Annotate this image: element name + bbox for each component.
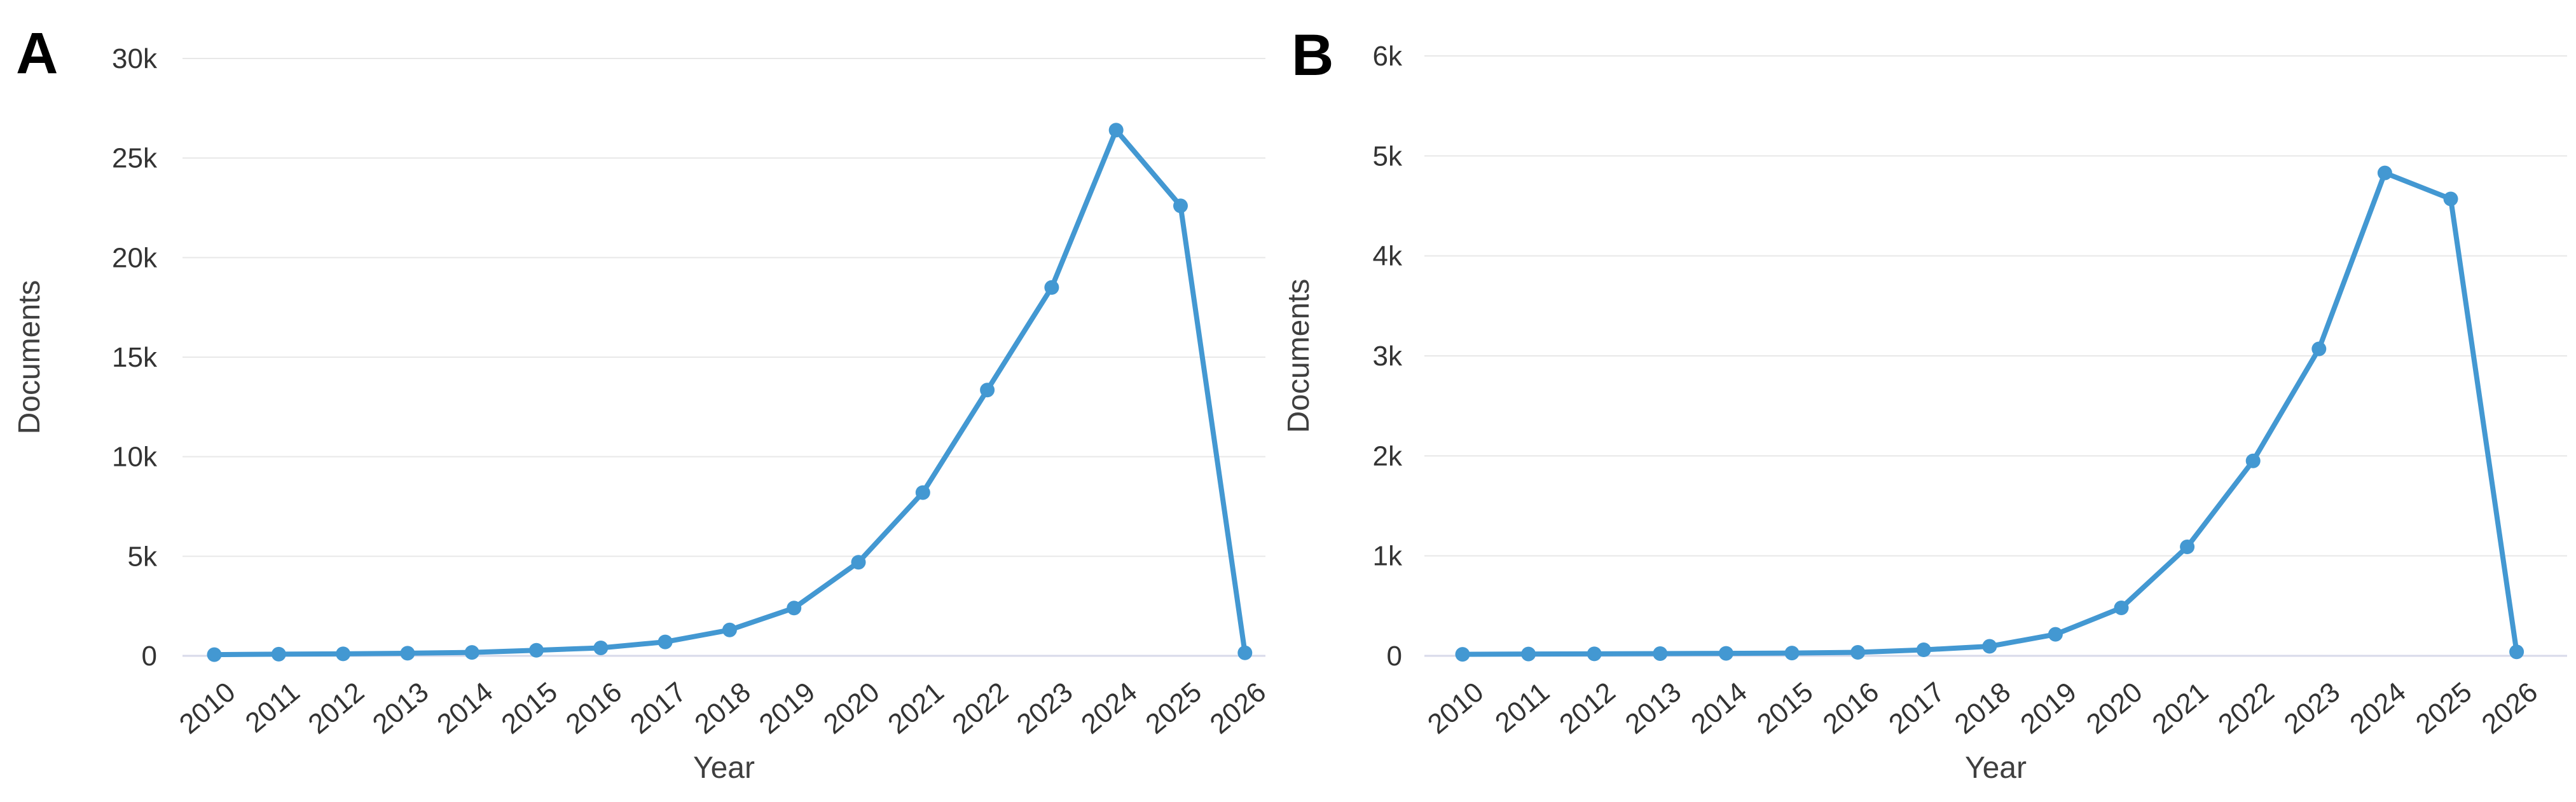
panel-a-letter: A [16,21,58,86]
x-tick-label: 2021 [2147,676,2214,740]
data-point-2014 [1718,646,1733,661]
panel-b: B 0 1k 2k 3k 4k 5k 6k 2010 2011 2012 2013 2014 2015 2… [1288,0,2576,802]
y-tick-label: 0 [142,641,157,672]
x-tick-label: 2014 [1685,676,1753,740]
x-tick-label: 2020 [818,676,885,740]
x-tick-label: 2018 [1949,676,2016,740]
data-point-2022 [980,383,995,398]
y-tick-label: 4k [1373,241,1403,272]
y-tick-label: 3k [1373,341,1403,372]
x-tick-label: 2021 [882,676,949,740]
data-point-2025 [2443,191,2458,207]
data-point-2016 [593,640,609,655]
x-tick-label: 2013 [367,676,434,740]
x-tick-label: 2022 [2212,676,2280,740]
data-point-2010 [207,647,222,662]
data-point-2010 [1455,647,1470,662]
panel-a-plot-area: 05k10k15k20k25k30k2010201120122013201420… [13,43,1272,785]
data-point-2012 [1587,646,1602,662]
trend-line [1460,170,2519,657]
y-tick-label: 15k [112,342,158,373]
x-tick-label: 2025 [1140,676,1207,740]
x-tick-label: 2024 [1075,676,1143,740]
data-point-2021 [2180,540,2195,555]
data-point-2026 [2509,644,2524,660]
data-point-2024 [1108,123,1124,138]
x-tick-label: 2023 [2278,676,2346,740]
x-tick-label: 2015 [1751,676,1819,740]
x-tick-label: 2023 [1011,676,1078,740]
y-tick-label: 2k [1373,440,1403,472]
y-axis-title: Documents [1288,279,1316,433]
data-point-2024 [2377,165,2392,180]
x-tick-label: 2015 [495,676,563,740]
data-point-2019 [787,601,802,616]
data-point-2011 [271,646,286,662]
x-axis-title: Year [1965,751,2027,785]
x-tick-label: 2010 [1422,676,1489,740]
x-tick-label: 2013 [1620,676,1687,740]
data-point-2023 [1044,280,1059,295]
x-tick-label: 2026 [1204,676,1272,740]
y-tick-label: 25k [112,143,158,174]
data-point-2013 [400,646,415,661]
x-tick-label: 2019 [2015,676,2082,740]
data-point-2021 [915,485,930,500]
data-point-2017 [1916,642,1931,658]
x-tick-label: 2018 [689,676,756,740]
data-point-2026 [1237,645,1253,660]
data-point-2020 [851,555,866,570]
data-point-2017 [658,634,673,649]
x-tick-label: 2017 [624,676,692,740]
y-tick-label: 30k [112,43,158,74]
trend-line [212,127,1248,658]
data-point-2011 [1521,646,1536,662]
y-tick-label: 20k [112,242,158,273]
data-point-2016 [1850,644,1866,660]
x-tick-label: 2016 [1817,676,1885,740]
y-axis-title: Documents [13,280,46,435]
panel-b-letter: B [1291,23,1333,88]
data-point-2019 [2048,627,2063,642]
data-point-2023 [2311,341,2327,357]
data-point-2018 [722,622,737,637]
y-tick-label: 5k [1373,140,1403,172]
x-tick-label: 2017 [1883,676,1950,740]
x-axis-title: Year [693,751,755,785]
x-tick-label: 2019 [754,676,821,740]
x-tick-label: 2022 [947,676,1014,740]
x-tick-label: 2026 [2476,676,2544,740]
panel-a-line-chart: A 0 5k 10k 15k 20k 25k 30k 20102011201220132014… [13,21,1272,785]
data-point-2015 [1784,646,1800,661]
y-tick-label: 10k [112,442,158,473]
y-tick-label: 0 [1387,641,1402,672]
x-tick-label: 2014 [431,676,499,740]
x-tick-label: 2010 [174,676,241,740]
x-tick-label: 2016 [560,676,628,740]
y-tick-label: 1k [1373,541,1403,572]
x-tick-label: 2012 [1553,676,1621,740]
data-point-2025 [1173,198,1188,214]
data-point-2022 [2245,453,2261,468]
x-tick-label: 2011 [1489,676,1555,738]
data-point-2013 [1653,646,1668,662]
panel-a: A 0 5k 10k 15k 20k 25k 30k 2010 2011 2012 2013 2014… [13,21,1272,785]
y-tick-label: 5k [128,541,158,572]
y-tick-label: 6k [1373,41,1403,72]
x-tick-label: 2025 [2410,676,2477,740]
x-tick-label: 2020 [2081,676,2148,740]
data-point-2018 [1982,639,1997,654]
data-point-2012 [336,646,351,662]
data-point-2014 [464,645,479,660]
x-tick-label: 2012 [303,676,370,740]
x-tick-label: 2011 [240,676,306,738]
data-point-2020 [2114,600,2129,615]
x-tick-label: 2024 [2344,676,2411,740]
data-point-2015 [529,642,544,658]
